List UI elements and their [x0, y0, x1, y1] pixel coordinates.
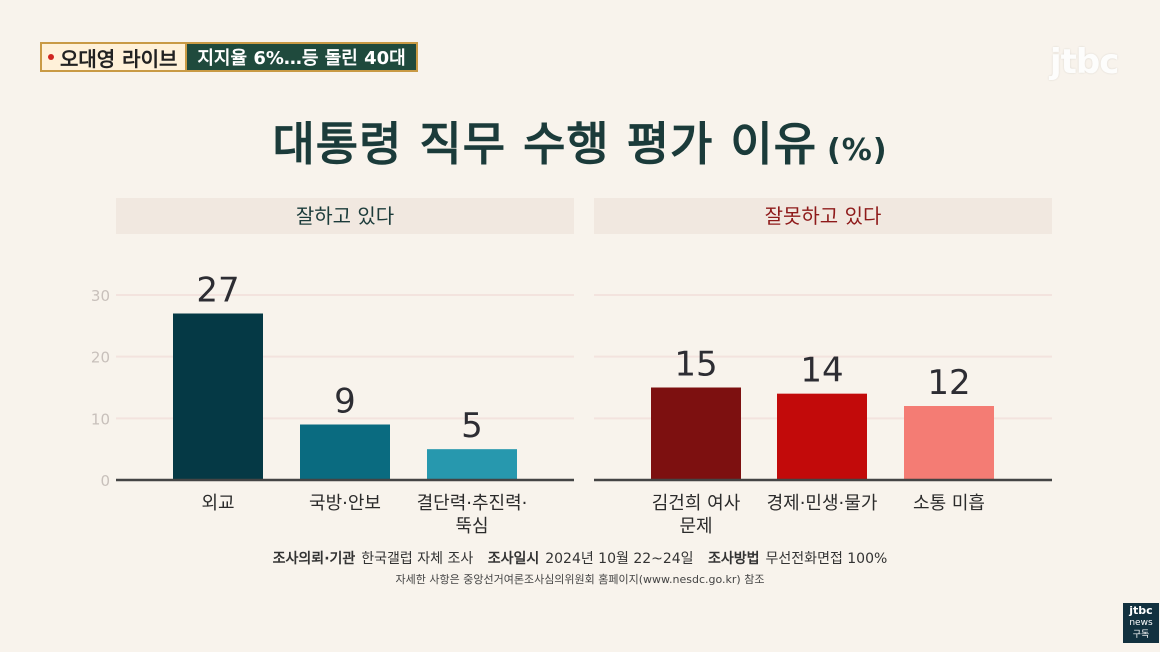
date-label: 조사일시: [487, 551, 540, 567]
agency-value: 한국갤럽 자체 조사: [361, 551, 474, 567]
bar: [427, 449, 517, 480]
show-name: 오대영 라이브: [60, 46, 178, 71]
method-label: 조사방법: [708, 551, 760, 567]
y-tick-label: 10: [91, 410, 110, 428]
jtbc-news-subscribe-logo[interactable]: jtbc news 구독: [1123, 603, 1159, 643]
y-tick-label: 20: [91, 349, 110, 367]
date-value: 2024년 10월 22~24일: [545, 551, 694, 567]
panel-header-good: 잘하고 있다: [116, 198, 574, 234]
corner-logo-subscribe: 구독: [1132, 630, 1150, 640]
corner-logo-news: news: [1129, 618, 1153, 628]
category-label: 소통 미흡: [913, 493, 985, 514]
category-label: 결단력·추진력·: [417, 493, 528, 514]
chart-title-unit: (%): [827, 133, 888, 168]
method-value: 무선전화면접 100%: [765, 551, 888, 567]
program-banner: 오대영 라이브 지지율 6%…등 돌린 40대: [40, 42, 418, 72]
bar: [777, 393, 867, 480]
bar-value-label: 15: [674, 345, 717, 385]
broadcaster-logo: jtbc: [1050, 42, 1119, 82]
panel-header-bad: 잘못하고 있다: [594, 198, 1052, 234]
chart-title-text: 대통령 직무 수행 평가 이유: [272, 117, 818, 171]
bar-value-label: 5: [461, 406, 483, 446]
bar: [651, 387, 741, 480]
bar: [173, 313, 263, 480]
category-label: 외교: [201, 493, 234, 514]
bar: [300, 424, 390, 480]
bar: [904, 406, 994, 480]
topic-caption: 지지율 6%…등 돌린 40대: [187, 42, 418, 72]
category-label: 김건희 여사: [652, 493, 741, 514]
bar-value-label: 14: [800, 351, 843, 391]
bar-value-label: 12: [927, 363, 970, 403]
category-label: 국방·안보: [309, 493, 381, 514]
survey-note: 자세한 사항은 중앙선거여론조사심의위원회 홈페이지(www.nesdc.go.…: [395, 573, 765, 586]
live-dot-icon: [48, 54, 54, 60]
chart-title: 대통령 직무 수행 평가 이유 (%): [0, 108, 1160, 174]
category-label: 뚝심: [455, 516, 488, 537]
show-name-badge: 오대영 라이브: [40, 42, 188, 72]
bar-value-label: 27: [196, 271, 239, 311]
agency-label: 조사의뢰·기관: [272, 551, 356, 567]
y-tick-label: 30: [91, 287, 110, 305]
category-label: 문제: [679, 516, 712, 537]
survey-info: 조사의뢰·기관 한국갤럽 자체 조사 조사일시 2024년 10월 22~24일 조…: [0, 548, 1160, 568]
corner-logo-jtbc: jtbc: [1129, 604, 1153, 617]
y-tick-label: 0: [100, 472, 110, 490]
bar-value-label: 9: [334, 382, 356, 422]
category-label: 경제·민생·물가: [767, 493, 878, 514]
